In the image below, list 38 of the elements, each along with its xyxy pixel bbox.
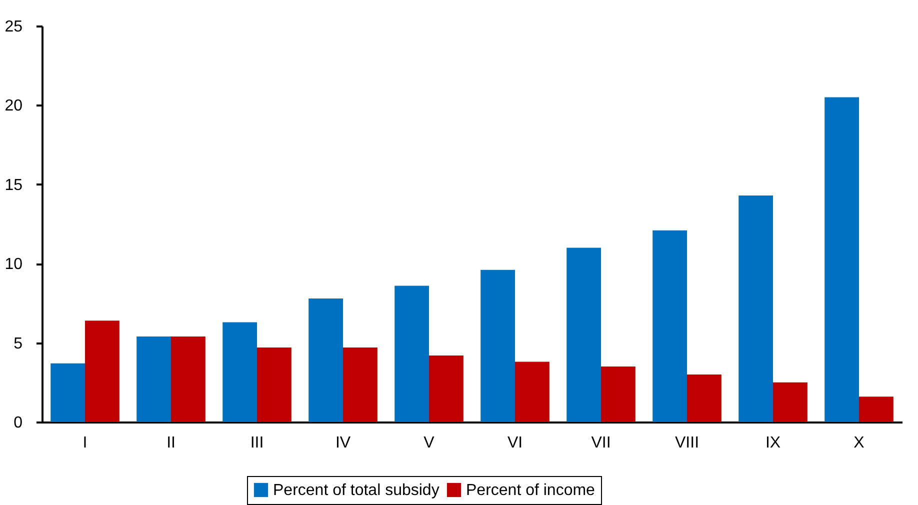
legend-label: Percent of income <box>466 482 596 499</box>
legend-label: Percent of total subsidy <box>273 482 440 499</box>
bar <box>171 336 206 422</box>
y-tick-label: 5 <box>14 335 23 352</box>
bar <box>773 382 808 422</box>
x-tick-label: II <box>166 434 176 452</box>
y-tick-label: 10 <box>4 256 23 274</box>
y-tick-label: 15 <box>4 176 23 194</box>
y-tick-label: 25 <box>4 18 23 36</box>
bar <box>308 298 343 422</box>
bar <box>50 363 85 422</box>
x-tick-label: VIII <box>674 434 700 452</box>
x-tick-label: I <box>82 434 88 452</box>
bar <box>480 270 515 422</box>
bar <box>824 97 859 422</box>
bar <box>343 348 378 422</box>
x-tick-label: V <box>424 434 435 452</box>
bar <box>738 195 773 422</box>
x-tick-label: VI <box>507 434 523 452</box>
bar <box>222 322 257 422</box>
bar <box>85 320 120 422</box>
bar <box>566 248 601 422</box>
bar <box>257 348 292 422</box>
bar <box>859 396 894 422</box>
x-tick-label: IV <box>335 434 351 452</box>
bar <box>429 355 464 422</box>
x-tick-label: III <box>250 434 264 452</box>
y-tick-label: 20 <box>4 98 23 115</box>
x-tick-label: VII <box>591 434 611 452</box>
bar <box>394 286 429 422</box>
y-tick-label: 0 <box>14 414 23 432</box>
bar <box>601 366 636 422</box>
bar <box>652 230 687 422</box>
x-tick-label: IX <box>765 434 781 452</box>
bar <box>687 374 722 422</box>
x-tick-label: X <box>854 434 865 452</box>
bar <box>136 336 171 422</box>
bar <box>515 362 550 422</box>
